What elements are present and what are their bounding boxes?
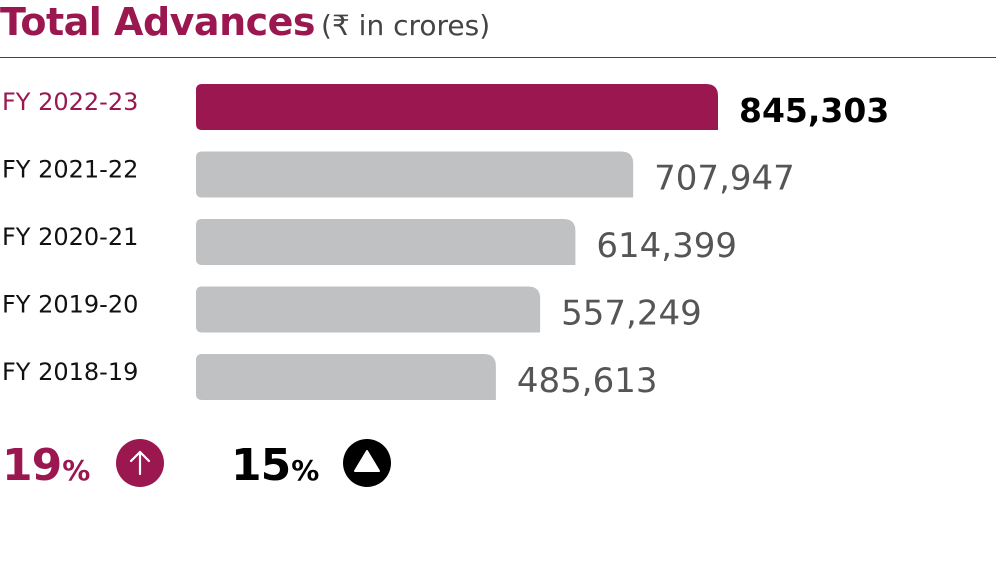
chart-title-main: Total Advances	[0, 0, 316, 44]
category-label-3: FY 2019-20	[2, 291, 138, 319]
chart-title-unit: (₹ in crores)	[321, 9, 491, 42]
growth-stat-2: 15%	[231, 440, 319, 491]
value-label-1: 707,947	[654, 159, 795, 199]
title-divider	[0, 57, 996, 58]
growth-stat-1-unit: %	[62, 454, 91, 487]
bar-4	[196, 354, 496, 400]
bar-chart: FY 2022-23 845,303 FY 2021-22 707,947 FY 202…	[2, 84, 889, 401]
category-label-1: FY 2021-22	[2, 156, 138, 184]
bar-2	[196, 219, 576, 265]
value-label-4: 485,613	[517, 361, 658, 401]
chart-title: Total Advances (₹ in crores)	[0, 0, 490, 44]
bar-1	[196, 151, 634, 198]
growth-stat-1: 19%	[2, 440, 90, 491]
growth-stat-2-unit: %	[291, 454, 320, 487]
bar-3	[196, 286, 541, 333]
value-label-0: 845,303	[739, 91, 889, 130]
triangle-up-circle-icon	[343, 439, 391, 487]
value-label-3: 557,249	[561, 294, 702, 334]
bar-0	[196, 84, 718, 130]
category-label-0: FY 2022-23	[2, 88, 138, 116]
value-label-2: 614,399	[596, 226, 737, 266]
growth-stat-1-value: 19	[2, 440, 62, 491]
category-label-4: FY 2018-19	[2, 358, 138, 386]
category-label-2: FY 2020-21	[2, 223, 138, 251]
arrow-up-circle-icon	[116, 439, 164, 487]
growth-stat-2-value: 15	[231, 440, 291, 491]
